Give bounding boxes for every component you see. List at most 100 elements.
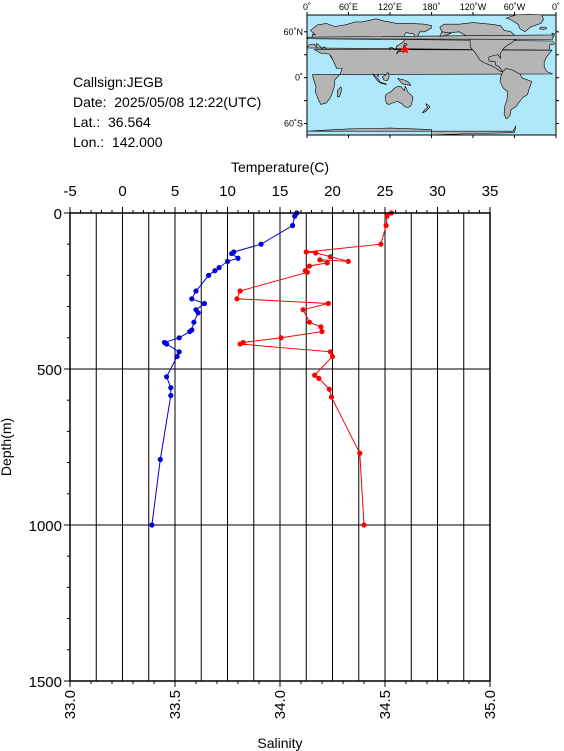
temperature-point <box>278 335 284 341</box>
map-longitude-label: 180˚ <box>422 2 440 12</box>
salinity-tick-label: 33.0 <box>62 690 79 719</box>
salinity-point <box>235 255 241 261</box>
salinity-point <box>206 272 212 278</box>
chart-grid <box>70 213 490 681</box>
greenland-land <box>505 13 544 33</box>
temperature-point <box>329 353 336 360</box>
temperature-tick-label: 15 <box>272 183 289 200</box>
salinity-point <box>187 328 193 335</box>
temperature-point <box>327 254 333 260</box>
salinity-tick-labels: 33.0 33.5 34.0 34.5 35.0 <box>62 690 499 719</box>
temperature-point <box>237 341 243 347</box>
temperature-point <box>357 450 363 456</box>
map-land <box>306 13 555 136</box>
uk-land <box>307 32 555 40</box>
temperature-point <box>318 324 324 330</box>
temperature-tick-label: 5 <box>171 183 179 200</box>
salinity-point <box>191 319 197 325</box>
salinity-point <box>258 241 264 247</box>
map-latitude-label: 60˚S <box>284 119 303 129</box>
axis-ticks <box>64 207 491 687</box>
temperature-point <box>303 249 309 255</box>
salinity-point <box>168 392 174 399</box>
salinity-point <box>201 300 207 307</box>
depth-tick-label: 500 <box>37 362 62 379</box>
temperature-tick-label: -5 <box>63 183 76 200</box>
new-zealand-land <box>422 103 431 114</box>
madagascar-land <box>337 86 342 98</box>
antarctica-land <box>306 125 517 136</box>
callsign-text: Callsign:JEGB <box>73 74 164 90</box>
salinity-tick-label: 34.5 <box>377 690 394 719</box>
longitude-text: Lon.: 142.000 <box>73 134 163 150</box>
star-icon <box>400 44 410 54</box>
salinity-tick-label: 35.0 <box>482 690 499 719</box>
temperature-point <box>361 522 367 528</box>
salinity-axis-label: Salinity <box>257 735 302 751</box>
map-longitude-label: 60˚W <box>504 2 526 12</box>
salinity-point <box>149 522 155 528</box>
salinity-point <box>168 385 174 391</box>
map-ticks <box>304 12 559 138</box>
temperature-point <box>313 250 319 256</box>
map-longitude-label: 0˚ <box>552 2 560 12</box>
latitude-text: Lat.: 36.564 <box>73 114 151 130</box>
temperature-point <box>306 263 312 269</box>
depth-tick-labels: 0 500 1000 1500 <box>29 206 62 691</box>
temperature-point <box>306 319 312 325</box>
salinity-point <box>157 456 163 463</box>
temperature-tick-label: 10 <box>219 183 236 200</box>
temperature-tick-label: 0 <box>118 183 126 200</box>
map-longitude-label: 120˚W <box>460 2 487 12</box>
temperature-point <box>237 288 243 294</box>
temperature-point <box>345 258 351 264</box>
salinity-point <box>195 310 201 316</box>
alaska-land <box>439 31 452 37</box>
new-guinea-land <box>397 78 412 86</box>
temperature-point <box>234 296 240 302</box>
temperature-point <box>317 257 323 263</box>
depth-axis-label: Depth(m) <box>0 418 14 476</box>
temperature-tick-label: 30 <box>429 183 446 200</box>
australia-land <box>384 85 414 108</box>
salinity-point <box>164 374 170 380</box>
borneo-land <box>382 72 390 81</box>
salinity-point <box>290 222 296 229</box>
salinity-point <box>164 341 170 347</box>
temperature-point <box>384 213 390 219</box>
iceland-land <box>539 26 547 30</box>
map-longitude-label: 0˚ <box>303 2 311 12</box>
temperature-point <box>383 222 389 229</box>
depth-tick-label: 1500 <box>29 674 62 691</box>
station-marker <box>400 44 410 54</box>
salinity-tick-label: 34.0 <box>272 690 289 719</box>
temperature-point <box>312 372 318 378</box>
map-longitude-labels: 0˚ 60˚E 120˚E 180˚ 120˚W 60˚W 0˚ <box>303 2 560 12</box>
salinity-point <box>176 335 182 341</box>
world-map: 0˚ 60˚E 120˚E 180˚ 120˚W 60˚W 0˚ 60˚N 0˚ 60˚S <box>283 2 560 138</box>
map-latitude-labels: 60˚N 0˚ 60˚S <box>283 27 303 129</box>
temperature-point <box>304 269 310 275</box>
salinity-point <box>224 258 231 264</box>
map-latitude-label: 60˚N <box>283 27 303 37</box>
temperature-point <box>328 394 335 400</box>
salinity-point <box>189 296 195 302</box>
south-america-land <box>499 68 533 120</box>
map-latitude-label: 0˚ <box>295 73 303 83</box>
chart-series <box>149 210 394 528</box>
temperature-tick-label: 25 <box>377 183 394 200</box>
salinity-point <box>292 213 298 219</box>
salinity-point <box>193 288 199 294</box>
indonesia-land <box>372 73 387 85</box>
salinity-point <box>176 349 182 355</box>
date-text: Date: 2025/05/08 12:22(UTC) <box>73 94 262 110</box>
map-longitude-label: 120˚E <box>378 2 402 12</box>
salinity-tick-label: 33.5 <box>167 690 184 719</box>
temperature-tick-label: 35 <box>482 183 499 200</box>
north-america-land <box>439 22 518 72</box>
station-info: Callsign:JEGB Date: 2025/05/08 12:22(UTC… <box>73 72 261 152</box>
salinity-point <box>212 268 218 274</box>
temperature-point <box>327 349 333 355</box>
temperature-point <box>300 307 306 313</box>
